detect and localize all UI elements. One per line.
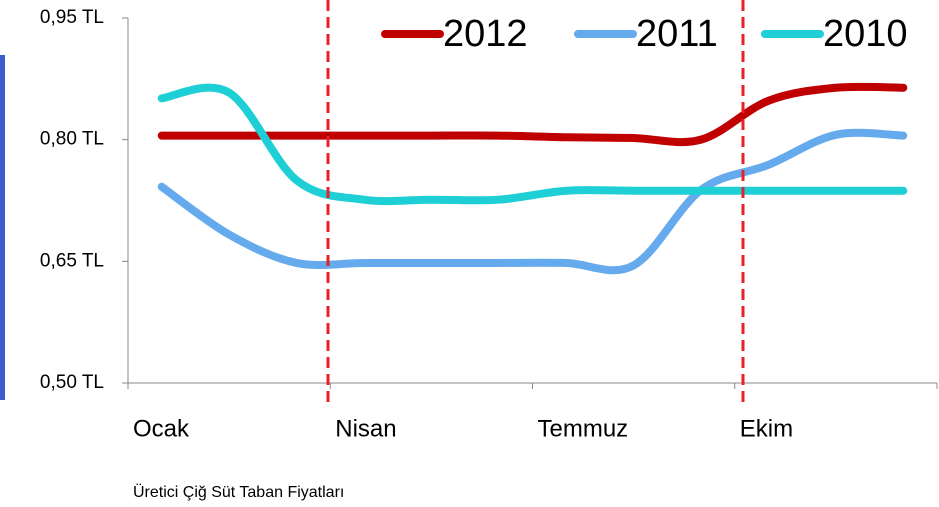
line	[157, 128, 908, 275]
x-tick-label: Ekim	[740, 415, 793, 442]
y-tick-label: 0,65 TL	[40, 250, 104, 271]
side-bar	[0, 55, 5, 400]
y-tick-label: 0,95 TL	[40, 7, 104, 28]
legend-label: 2011	[636, 13, 718, 55]
plot: 0,50 TL 0,65 TL 0,80 TL 0,95 TL Ocak Nisan Tem…	[40, 7, 938, 442]
line	[157, 83, 908, 206]
y-tick-label: 0,80 TL	[40, 129, 104, 150]
legend-label: 2012	[443, 13, 528, 55]
legend-label: 2010	[823, 13, 908, 55]
x-tick-label: Temmuz	[538, 415, 629, 442]
x-tick-label: Ocak	[133, 415, 190, 442]
y-tick-label: 0,50 TL	[40, 372, 104, 393]
x-tick-label: Nisan	[335, 415, 396, 442]
caption: Üretici Çiğ Süt Taban Fiyatları	[133, 483, 344, 501]
line	[157, 82, 908, 147]
